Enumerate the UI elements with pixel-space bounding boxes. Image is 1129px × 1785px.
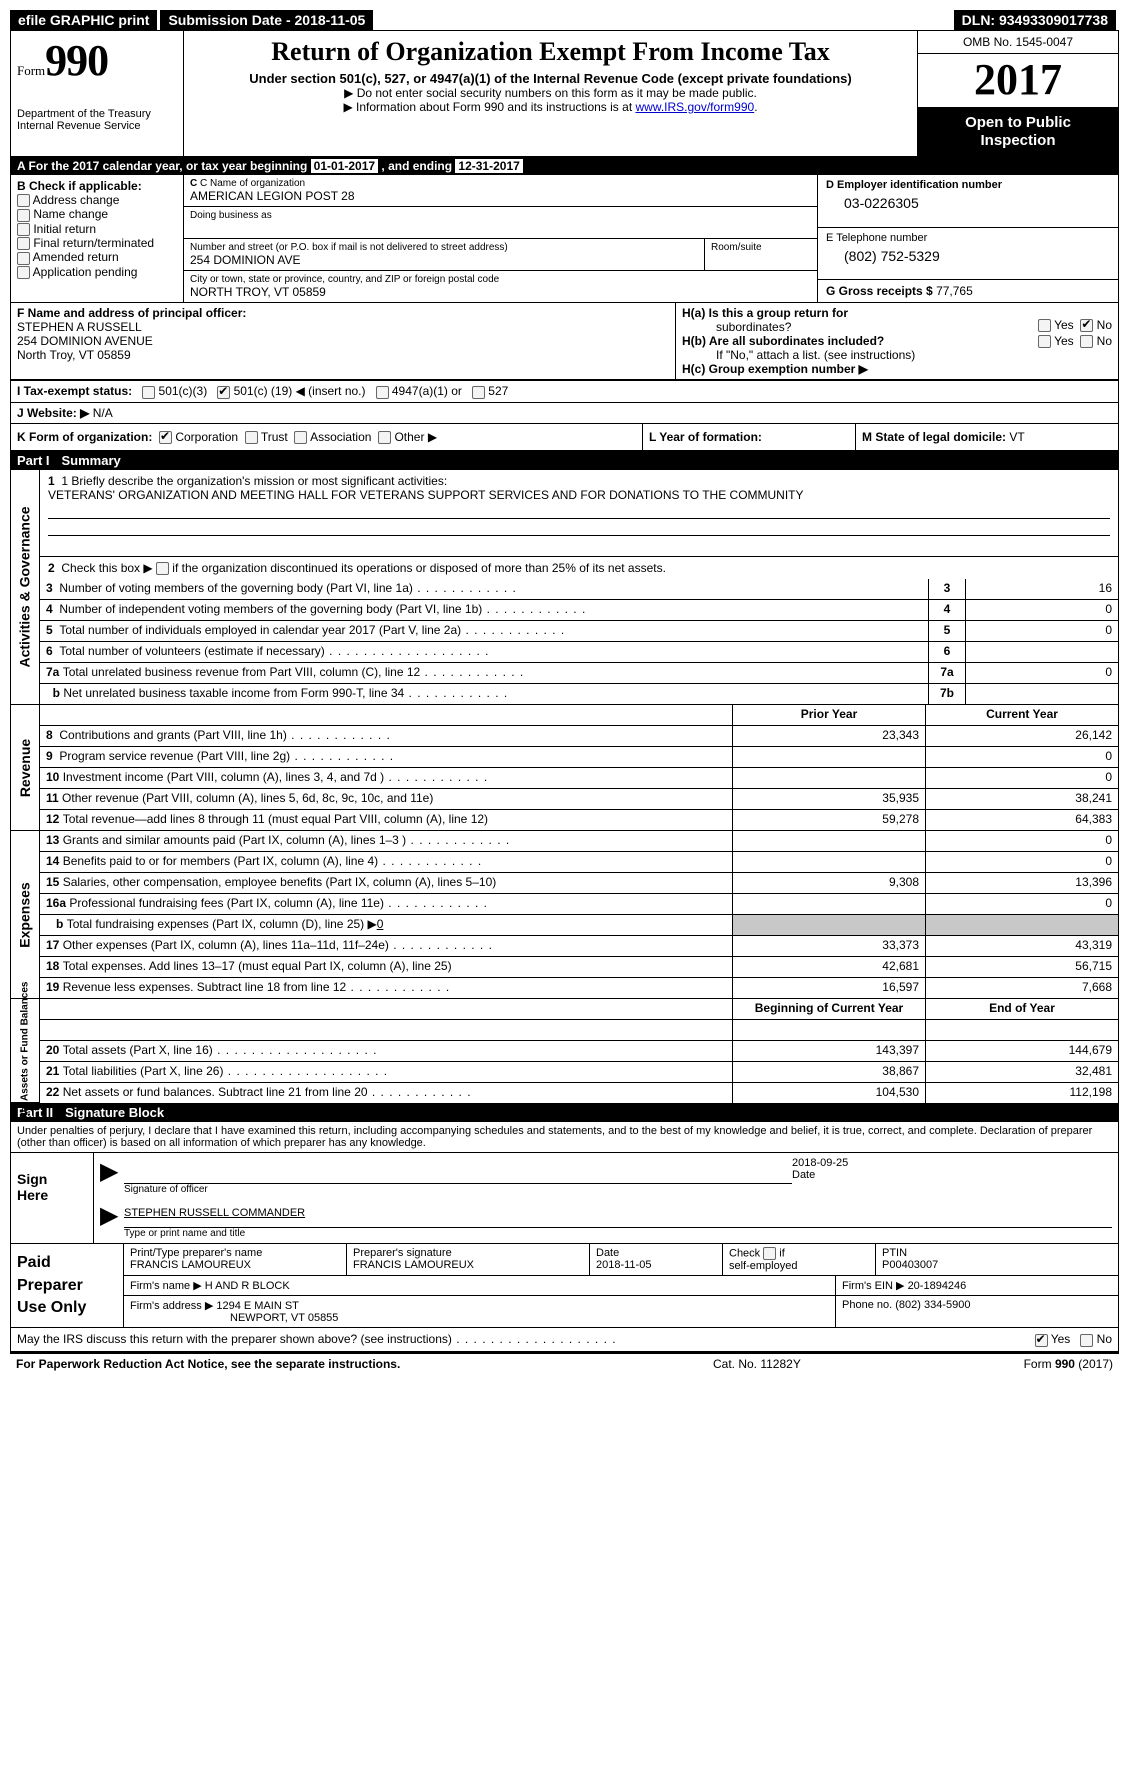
efile-badge: efile GRAPHIC print: [10, 10, 157, 30]
paid-preparer-block: PaidPreparerUse Only Print/Type preparer…: [11, 1244, 1118, 1328]
line-6: 6 Total number of volunteers (estimate i…: [40, 642, 1118, 663]
checkbox-amended-return[interactable]: [17, 252, 30, 265]
section-k: K Form of organization: Corporation Trus…: [11, 424, 643, 450]
section-f: F Name and address of principal officer:…: [11, 303, 676, 379]
open-to-public: Open to Public Inspection: [918, 108, 1118, 156]
section-l: L Year of formation:: [643, 424, 856, 450]
side-label-governance: Activities & Governance: [11, 470, 40, 705]
line-13: 13 Grants and similar amounts paid (Part…: [40, 831, 1118, 852]
omb-number: OMB No. 1545-0047: [918, 31, 1118, 54]
checkbox-ha-no[interactable]: [1080, 319, 1093, 332]
line-21: 21 Total liabilities (Part X, line 26)38…: [40, 1062, 1118, 1083]
side-label-net-assets: Net Assets or Fund Balances: [11, 999, 40, 1103]
net-header: Beginning of Current YearEnd of Year: [40, 999, 1118, 1020]
row-a-tax-year: A For the 2017 calendar year, or tax yea…: [11, 157, 1118, 175]
submission-date: Submission Date - 2018-11-05: [160, 10, 373, 30]
line-15: 15 Salaries, other compensation, employe…: [40, 873, 1118, 894]
checkbox-hb-no[interactable]: [1080, 335, 1093, 348]
form-title: Return of Organization Exempt From Incom…: [194, 37, 907, 67]
checkbox-trust[interactable]: [245, 431, 258, 444]
line-8: 8 Contributions and grants (Part VIII, l…: [40, 726, 1118, 747]
section-d-e-g: D Employer identification number 03-0226…: [817, 175, 1118, 302]
city-state-zip: NORTH TROY, VT 05859: [190, 285, 811, 299]
side-label-revenue: Revenue: [11, 705, 40, 831]
checkbox-501c[interactable]: [217, 386, 230, 399]
perjury-statement: Under penalties of perjury, I declare th…: [11, 1122, 1118, 1153]
line-16b: b Total fundraising expenses (Part IX, c…: [40, 915, 1118, 936]
side-label-expenses: Expenses: [11, 831, 40, 999]
mission-block: 1 1 Briefly describe the organization's …: [40, 470, 1118, 557]
checkbox-application-pending[interactable]: [17, 266, 30, 279]
checkbox-self-employed[interactable]: [763, 1247, 776, 1260]
section-b: B Check if applicable: Address change Na…: [11, 175, 184, 302]
checkbox-other[interactable]: [378, 431, 391, 444]
gross-receipts: 77,765: [936, 284, 973, 298]
line-5: 5 Total number of individuals employed i…: [40, 621, 1118, 642]
section-j: J Website: ▶ N/A: [11, 403, 1118, 424]
checkbox-address-change[interactable]: [17, 194, 30, 207]
top-bar: efile GRAPHIC print Submission Date - 20…: [10, 10, 1119, 30]
discuss-line: May the IRS discuss this return with the…: [11, 1328, 1118, 1352]
line-22: 22 Net assets or fund balances. Subtract…: [40, 1083, 1118, 1103]
line-7b: b Net unrelated business taxable income …: [40, 684, 1118, 705]
checkbox-assoc[interactable]: [294, 431, 307, 444]
section-c: C C Name of organization AMERICAN LEGION…: [184, 175, 817, 302]
line-14: 14 Benefits paid to or for members (Part…: [40, 852, 1118, 873]
street-address: 254 DOMINION AVE: [190, 253, 698, 267]
checkbox-corp[interactable]: [159, 431, 172, 444]
checkbox-discontinued[interactable]: [156, 562, 169, 575]
section-i: I Tax-exempt status: 501(c)(3) 501(c) (1…: [11, 380, 1118, 402]
line-9: 9 Program service revenue (Part VIII, li…: [40, 747, 1118, 768]
section-h: H(a) Is this a group return for subordin…: [676, 303, 1118, 379]
org-name: AMERICAN LEGION POST 28: [190, 189, 811, 203]
telephone: (802) 752-5329: [826, 244, 1110, 264]
checkbox-name-change[interactable]: [17, 209, 30, 222]
revenue-header: Prior YearCurrent Year: [40, 705, 1118, 726]
line-11: 11 Other revenue (Part VIII, column (A),…: [40, 789, 1118, 810]
line-16a: 16a Professional fundraising fees (Part …: [40, 894, 1118, 915]
checkbox-final-return[interactable]: [17, 237, 30, 250]
line-3: 3 Number of voting members of the govern…: [40, 579, 1118, 600]
line-20: 20 Total assets (Part X, line 16)143,397…: [40, 1041, 1118, 1062]
form-header: Form990 Department of the Treasury Inter…: [11, 31, 1118, 157]
tax-year: 2017: [918, 54, 1118, 108]
part-ii-header: Part IISignature Block: [11, 1103, 1118, 1122]
section-m: M State of legal domicile: VT: [856, 424, 1118, 450]
part-i-header: Part ISummary: [11, 451, 1118, 470]
checkbox-501c3[interactable]: [142, 386, 155, 399]
ein: 03-0226305: [826, 191, 1110, 211]
line-12: 12 Total revenue—add lines 8 through 11 …: [40, 810, 1118, 831]
line-18: 18 Total expenses. Add lines 13–17 (must…: [40, 957, 1118, 978]
checkbox-527[interactable]: [472, 386, 485, 399]
line-17: 17 Other expenses (Part IX, column (A), …: [40, 936, 1118, 957]
instructions-link[interactable]: www.IRS.gov/form990: [635, 100, 754, 114]
line-19: 19 Revenue less expenses. Subtract line …: [40, 978, 1118, 999]
footer: For Paperwork Reduction Act Notice, see …: [10, 1354, 1119, 1374]
checkbox-ha-yes[interactable]: [1038, 319, 1051, 332]
checkbox-initial-return[interactable]: [17, 223, 30, 236]
checkbox-hb-yes[interactable]: [1038, 335, 1051, 348]
line-7a: 7a Total unrelated business revenue from…: [40, 663, 1118, 684]
line-4: 4 Number of independent voting members o…: [40, 600, 1118, 621]
line-10: 10 Investment income (Part VIII, column …: [40, 768, 1118, 789]
checkbox-discuss-yes[interactable]: [1035, 1334, 1048, 1347]
sign-here-block: SignHere ▶ Signature of officer 2018-09-…: [11, 1153, 1118, 1244]
checkbox-discuss-no[interactable]: [1080, 1334, 1093, 1347]
dln: DLN: 93493309017738: [954, 10, 1116, 30]
checkbox-4947[interactable]: [376, 386, 389, 399]
